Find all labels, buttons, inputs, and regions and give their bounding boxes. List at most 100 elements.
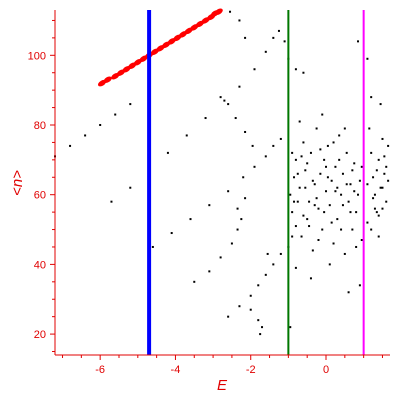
black-point-4 [114, 113, 117, 116]
black-point-130 [323, 211, 326, 214]
black-point-148 [379, 103, 382, 106]
black-point-35 [219, 96, 222, 99]
black-point-12 [166, 151, 169, 154]
black-point-149 [381, 137, 384, 140]
black-point-101 [358, 179, 361, 182]
black-point-39 [251, 144, 254, 147]
black-point-162 [379, 186, 382, 189]
black-point-50 [249, 294, 252, 297]
black-point-43 [230, 242, 233, 245]
black-point-141 [366, 57, 369, 60]
black-point-44 [236, 228, 239, 231]
black-point-27 [189, 218, 192, 221]
black-point-59 [257, 319, 260, 322]
black-point-79 [317, 207, 320, 210]
black-point-145 [373, 193, 376, 196]
black-point-159 [366, 183, 369, 186]
black-point-19 [272, 36, 275, 39]
black-point-136 [345, 183, 348, 186]
black-point-82 [323, 158, 326, 161]
black-point-68 [296, 200, 299, 203]
black-point-117 [343, 127, 346, 130]
black-point-3 [99, 124, 102, 126]
black-point-126 [308, 225, 311, 228]
x-axis-label: E [217, 377, 228, 394]
black-point-92 [341, 172, 344, 175]
black-point-25 [151, 245, 154, 248]
black-point-120 [355, 245, 358, 248]
black-point-106 [302, 214, 305, 217]
black-point-160 [372, 197, 375, 200]
black-point-75 [309, 151, 312, 154]
black-point-95 [347, 200, 350, 203]
black-point-155 [373, 207, 376, 210]
black-point-122 [293, 200, 296, 203]
black-point-158 [385, 165, 388, 168]
black-point-127 [311, 179, 314, 182]
black-point-33 [272, 144, 275, 147]
black-point-94 [345, 151, 348, 154]
x-tick-label-0: -6 [95, 364, 105, 376]
axes [54, 10, 390, 356]
black-point-129 [319, 148, 322, 151]
black-point-74 [308, 200, 311, 203]
black-point-49 [238, 305, 241, 308]
black-point-125 [304, 186, 307, 189]
black-point-138 [353, 190, 356, 193]
black-point-10 [129, 186, 132, 189]
black-point-115 [336, 186, 339, 189]
black-point-61 [259, 333, 262, 336]
black-point-18 [264, 50, 267, 53]
black-point-93 [343, 252, 346, 255]
black-point-88 [334, 165, 337, 168]
black-point-132 [330, 221, 333, 224]
black-point-24 [302, 71, 305, 74]
black-point-150 [383, 172, 386, 175]
black-point-105 [298, 120, 301, 123]
black-point-90 [338, 134, 341, 137]
black-point-14 [204, 117, 207, 120]
black-point-97 [351, 228, 354, 231]
black-point-23 [294, 68, 297, 71]
black-point-140 [360, 165, 363, 168]
black-point-29 [227, 190, 230, 193]
black-point-112 [325, 165, 328, 168]
black-point-48 [227, 315, 230, 318]
x-tick-label-2: -2 [246, 364, 256, 376]
black-point-124 [300, 155, 303, 158]
black-point-21 [283, 40, 286, 43]
black-point-85 [328, 204, 331, 207]
black-point-87 [332, 242, 335, 245]
black-point-144 [372, 176, 375, 179]
black-point-80 [319, 172, 322, 175]
black-point-91 [340, 193, 343, 196]
black-point-161 [375, 169, 378, 172]
black-point-156 [377, 214, 380, 217]
black-point-71 [302, 141, 305, 144]
black-point-143 [370, 151, 373, 154]
black-point-100 [357, 40, 360, 43]
black-point-139 [357, 193, 360, 196]
vertical-lines [147, 10, 365, 355]
black-point-72 [304, 169, 307, 172]
black-point-81 [321, 228, 324, 231]
black-point-83 [325, 190, 328, 193]
black-point-67 [294, 158, 297, 161]
black-point-46 [236, 207, 239, 210]
black-point-45 [240, 218, 243, 221]
black-point-77 [313, 183, 316, 186]
black-point-5 [129, 103, 132, 106]
black-point-98 [353, 162, 356, 165]
y-tick-label-1: 40 [34, 259, 46, 271]
black-point-133 [334, 190, 337, 193]
black-point-109 [313, 204, 316, 207]
black-point-142 [368, 127, 371, 130]
black-point-17 [253, 68, 256, 71]
black-point-137 [349, 211, 352, 214]
black-point-104 [294, 266, 297, 269]
black-point-154 [370, 228, 373, 231]
black-point-103 [291, 151, 294, 154]
black-point-15 [223, 99, 226, 102]
black-point-76 [311, 249, 314, 252]
